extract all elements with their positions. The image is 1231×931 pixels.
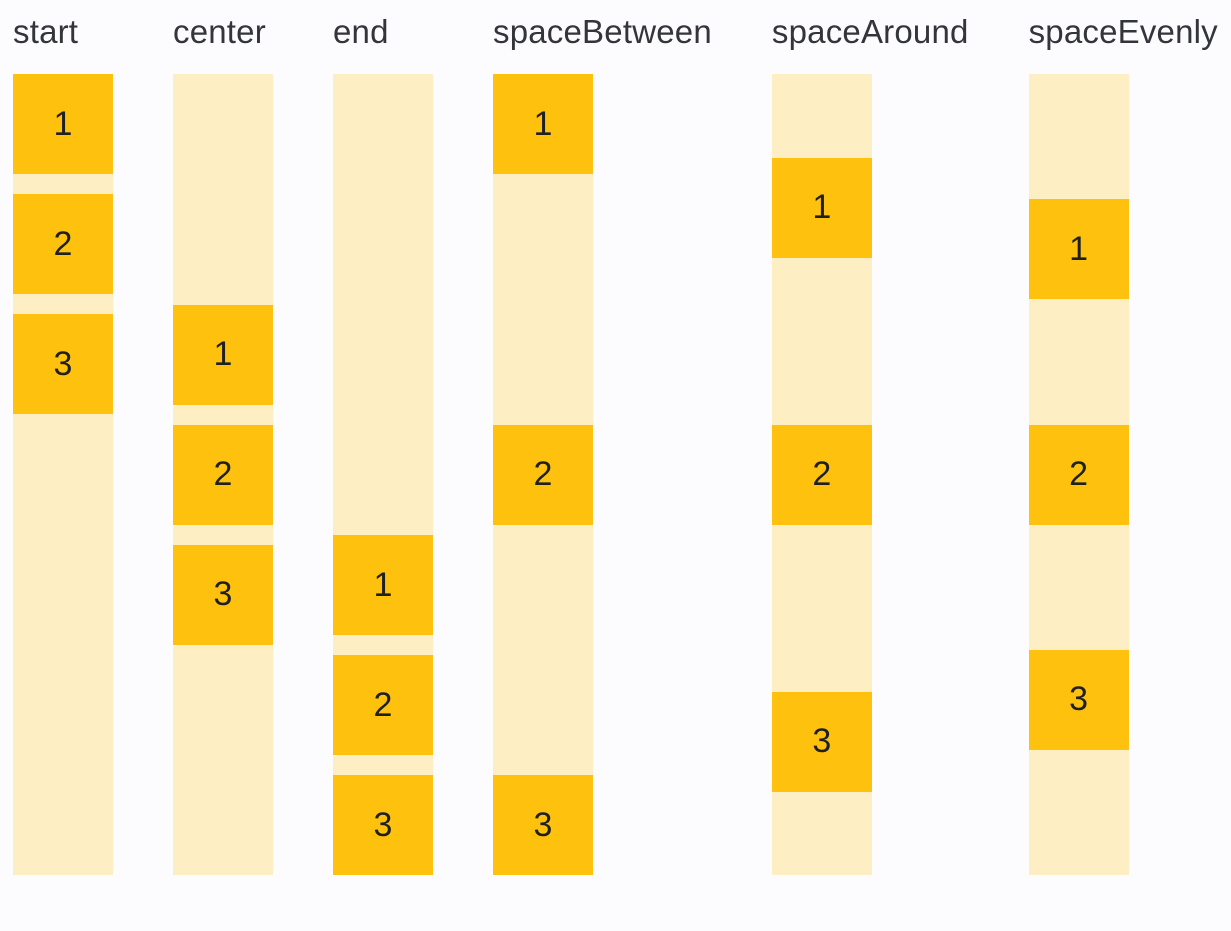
flex-item-end-2: 2 bbox=[333, 655, 433, 755]
flex-item-start-3: 3 bbox=[13, 314, 113, 414]
column-label: center bbox=[173, 13, 266, 50]
column-spaceBetween: spaceBetween 1 2 3 bbox=[493, 10, 712, 875]
flex-container-spaceEvenly: 1 2 3 bbox=[1028, 74, 1129, 875]
flex-item-spaceEvenly-3: 3 bbox=[1028, 649, 1129, 750]
flex-container-center: 1 2 3 bbox=[173, 74, 273, 875]
flex-item-spaceBetween-2: 2 bbox=[493, 424, 593, 525]
flex-item-spaceAround-2: 2 bbox=[771, 424, 872, 525]
flex-item-end-3: 3 bbox=[333, 775, 433, 875]
flex-container-end: 1 2 3 bbox=[333, 74, 433, 875]
flex-item-spaceBetween-1: 1 bbox=[493, 74, 593, 174]
column-center: center 1 2 3 bbox=[173, 10, 273, 875]
column-spaceAround: spaceAround 1 2 3 bbox=[771, 10, 969, 875]
flex-container-spaceAround: 1 2 3 bbox=[771, 74, 872, 875]
flex-item-spaceBetween-3: 3 bbox=[493, 775, 593, 875]
column-label: end bbox=[333, 13, 389, 50]
flex-item-spaceEvenly-2: 2 bbox=[1028, 424, 1129, 525]
flex-item-center-3: 3 bbox=[173, 544, 273, 645]
column-end: end 1 2 3 bbox=[333, 10, 433, 875]
flex-container-start: 1 2 3 bbox=[13, 74, 113, 875]
column-spaceEvenly: spaceEvenly 1 2 3 bbox=[1028, 10, 1218, 875]
flex-container-spaceBetween: 1 2 3 bbox=[493, 74, 593, 875]
flex-item-end-1: 1 bbox=[333, 535, 433, 635]
flex-item-spaceAround-1: 1 bbox=[771, 157, 872, 258]
flex-item-spaceEvenly-1: 1 bbox=[1028, 199, 1129, 300]
flex-item-center-1: 1 bbox=[173, 304, 273, 405]
column-label: spaceEvenly bbox=[1028, 13, 1218, 50]
flex-item-spaceAround-3: 3 bbox=[771, 691, 872, 792]
column-start: start 1 2 3 bbox=[13, 10, 113, 875]
flex-item-center-2: 2 bbox=[173, 424, 273, 525]
flex-item-start-1: 1 bbox=[13, 74, 113, 174]
column-label: spaceAround bbox=[771, 13, 969, 50]
column-label: spaceBetween bbox=[493, 13, 712, 50]
column-label: start bbox=[13, 13, 79, 50]
flex-item-start-2: 2 bbox=[13, 194, 113, 294]
